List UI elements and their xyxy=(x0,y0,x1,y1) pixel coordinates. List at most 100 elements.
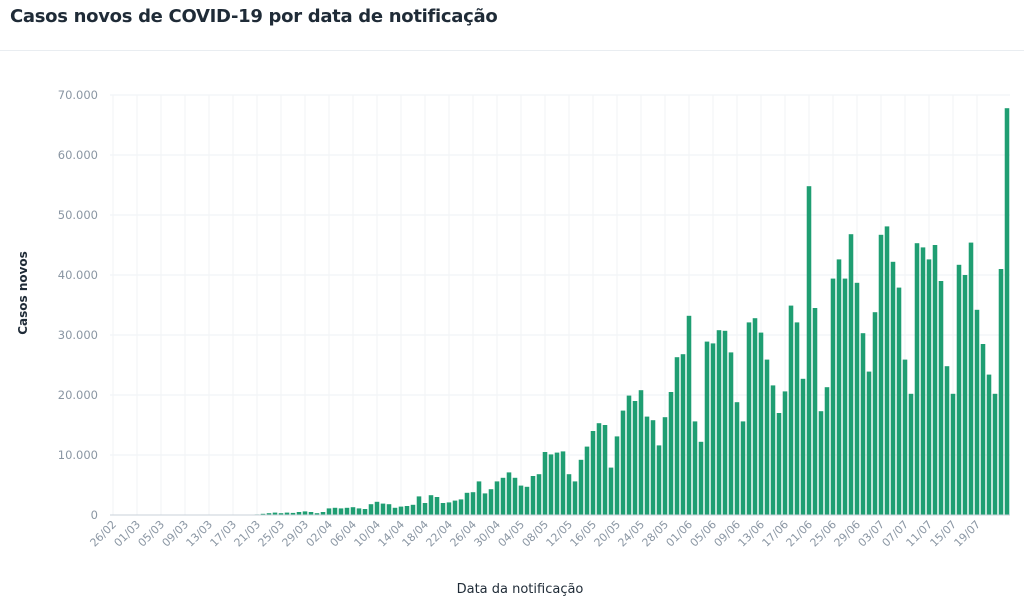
bar[interactable] xyxy=(500,477,506,515)
bar[interactable] xyxy=(482,493,488,515)
bar[interactable] xyxy=(866,371,872,515)
bar[interactable] xyxy=(794,322,800,515)
bar[interactable] xyxy=(356,508,362,515)
bar[interactable] xyxy=(848,234,854,515)
bar[interactable] xyxy=(818,411,824,515)
bar[interactable] xyxy=(362,509,368,515)
bar[interactable] xyxy=(374,501,380,515)
bar[interactable] xyxy=(1004,108,1010,515)
bar[interactable] xyxy=(452,500,458,515)
bar[interactable] xyxy=(884,226,890,515)
bar[interactable] xyxy=(734,402,740,515)
bar[interactable] xyxy=(764,359,770,515)
bar[interactable] xyxy=(290,512,296,515)
bar[interactable] xyxy=(926,259,932,515)
bar[interactable] xyxy=(644,416,650,515)
bar[interactable] xyxy=(722,330,728,515)
bar[interactable] xyxy=(620,410,626,515)
bar[interactable] xyxy=(980,344,986,515)
bar[interactable] xyxy=(686,315,692,515)
bar[interactable] xyxy=(962,275,968,515)
bar[interactable] xyxy=(278,513,284,515)
bar[interactable] xyxy=(662,417,668,515)
bar[interactable] xyxy=(746,322,752,515)
bar[interactable] xyxy=(512,477,518,515)
bar[interactable] xyxy=(380,503,386,515)
bar[interactable] xyxy=(404,506,410,515)
bar[interactable] xyxy=(938,281,944,515)
bar[interactable] xyxy=(854,282,860,515)
bar[interactable] xyxy=(344,507,350,515)
bar[interactable] xyxy=(782,391,788,515)
bar[interactable] xyxy=(320,512,326,515)
bar[interactable] xyxy=(476,481,482,515)
bar[interactable] xyxy=(554,452,560,515)
bar[interactable] xyxy=(896,287,902,515)
bar[interactable] xyxy=(530,476,536,515)
bar[interactable] xyxy=(602,425,608,515)
bar[interactable] xyxy=(338,508,344,515)
bar[interactable] xyxy=(950,393,956,515)
bar[interactable] xyxy=(812,308,818,515)
bar[interactable] xyxy=(986,374,992,515)
bar[interactable] xyxy=(968,242,974,515)
bar[interactable] xyxy=(494,481,500,515)
bar[interactable] xyxy=(284,512,290,515)
bar[interactable] xyxy=(416,496,422,515)
bar[interactable] xyxy=(956,264,962,515)
bar[interactable] xyxy=(902,359,908,515)
bar[interactable] xyxy=(470,492,476,515)
bar[interactable] xyxy=(536,474,542,515)
bar[interactable] xyxy=(698,441,704,515)
bar[interactable] xyxy=(506,472,512,515)
bar[interactable] xyxy=(584,446,590,515)
bar[interactable] xyxy=(710,343,716,515)
bar[interactable] xyxy=(440,503,446,515)
bar[interactable] xyxy=(302,511,308,515)
bar[interactable] xyxy=(626,395,632,515)
bar[interactable] xyxy=(266,513,272,515)
bar[interactable] xyxy=(836,259,842,515)
bar[interactable] xyxy=(596,423,602,515)
bar[interactable] xyxy=(350,507,356,515)
bar[interactable] xyxy=(410,504,416,515)
bar[interactable] xyxy=(974,309,980,515)
bar[interactable] xyxy=(830,278,836,515)
bar[interactable] xyxy=(488,489,494,515)
bar[interactable] xyxy=(860,333,866,515)
bar[interactable] xyxy=(260,513,266,515)
bar[interactable] xyxy=(398,506,404,515)
bar[interactable] xyxy=(428,495,434,515)
bar[interactable] xyxy=(806,186,812,515)
bar[interactable] xyxy=(656,445,662,515)
bar[interactable] xyxy=(296,512,302,515)
bar[interactable] xyxy=(872,312,878,515)
bar[interactable] xyxy=(890,261,896,515)
bar[interactable] xyxy=(632,401,638,515)
bar[interactable] xyxy=(704,341,710,515)
bar[interactable] xyxy=(842,278,848,515)
bar[interactable] xyxy=(518,485,524,515)
bar[interactable] xyxy=(422,503,428,515)
bar[interactable] xyxy=(314,513,320,515)
bar[interactable] xyxy=(752,318,758,515)
bar[interactable] xyxy=(758,332,764,515)
bar[interactable] xyxy=(590,431,596,515)
bar[interactable] xyxy=(932,245,938,515)
bar[interactable] xyxy=(878,234,884,516)
bar[interactable] xyxy=(542,452,548,515)
bar[interactable] xyxy=(992,393,998,515)
bar[interactable] xyxy=(776,413,782,515)
bar[interactable] xyxy=(740,421,746,515)
bar[interactable] xyxy=(692,421,698,515)
bar[interactable] xyxy=(824,387,830,515)
bar[interactable] xyxy=(566,474,572,515)
bar[interactable] xyxy=(728,352,734,515)
bar[interactable] xyxy=(614,436,620,515)
bar[interactable] xyxy=(944,366,950,515)
bar[interactable] xyxy=(920,247,926,515)
bar[interactable] xyxy=(680,354,686,515)
bar[interactable] xyxy=(578,459,584,515)
bar[interactable] xyxy=(908,393,914,515)
bar[interactable] xyxy=(716,330,722,515)
